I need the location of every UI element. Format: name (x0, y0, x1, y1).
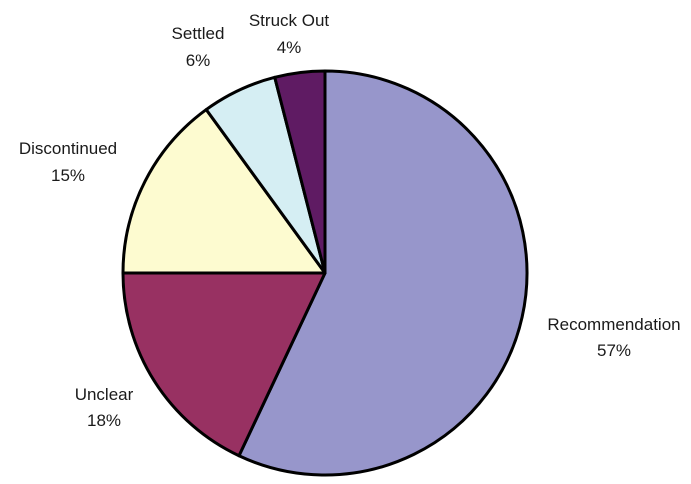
label-unclear-name: Unclear (75, 385, 134, 404)
label-unclear-percent: 18% (87, 411, 121, 430)
label-discontinued-percent: 15% (51, 166, 85, 185)
label-settled-percent: 6% (186, 51, 211, 70)
label-struck-out-name: Struck Out (249, 11, 330, 30)
label-recommendation-name: Recommendation (547, 315, 680, 334)
label-settled-name: Settled (172, 24, 225, 43)
label-recommendation-percent: 57% (597, 341, 631, 360)
data-labels: Recommendation 57% Unclear 18% Discontin… (19, 11, 681, 430)
slice-discontinued (121, 108, 327, 275)
slice-recommendation (237, 69, 529, 477)
label-discontinued-name: Discontinued (19, 139, 117, 158)
slice-unclear (121, 271, 327, 458)
slice-struck-out (273, 69, 327, 275)
pie-slices (121, 69, 529, 477)
label-struck-out-percent: 4% (277, 38, 302, 57)
